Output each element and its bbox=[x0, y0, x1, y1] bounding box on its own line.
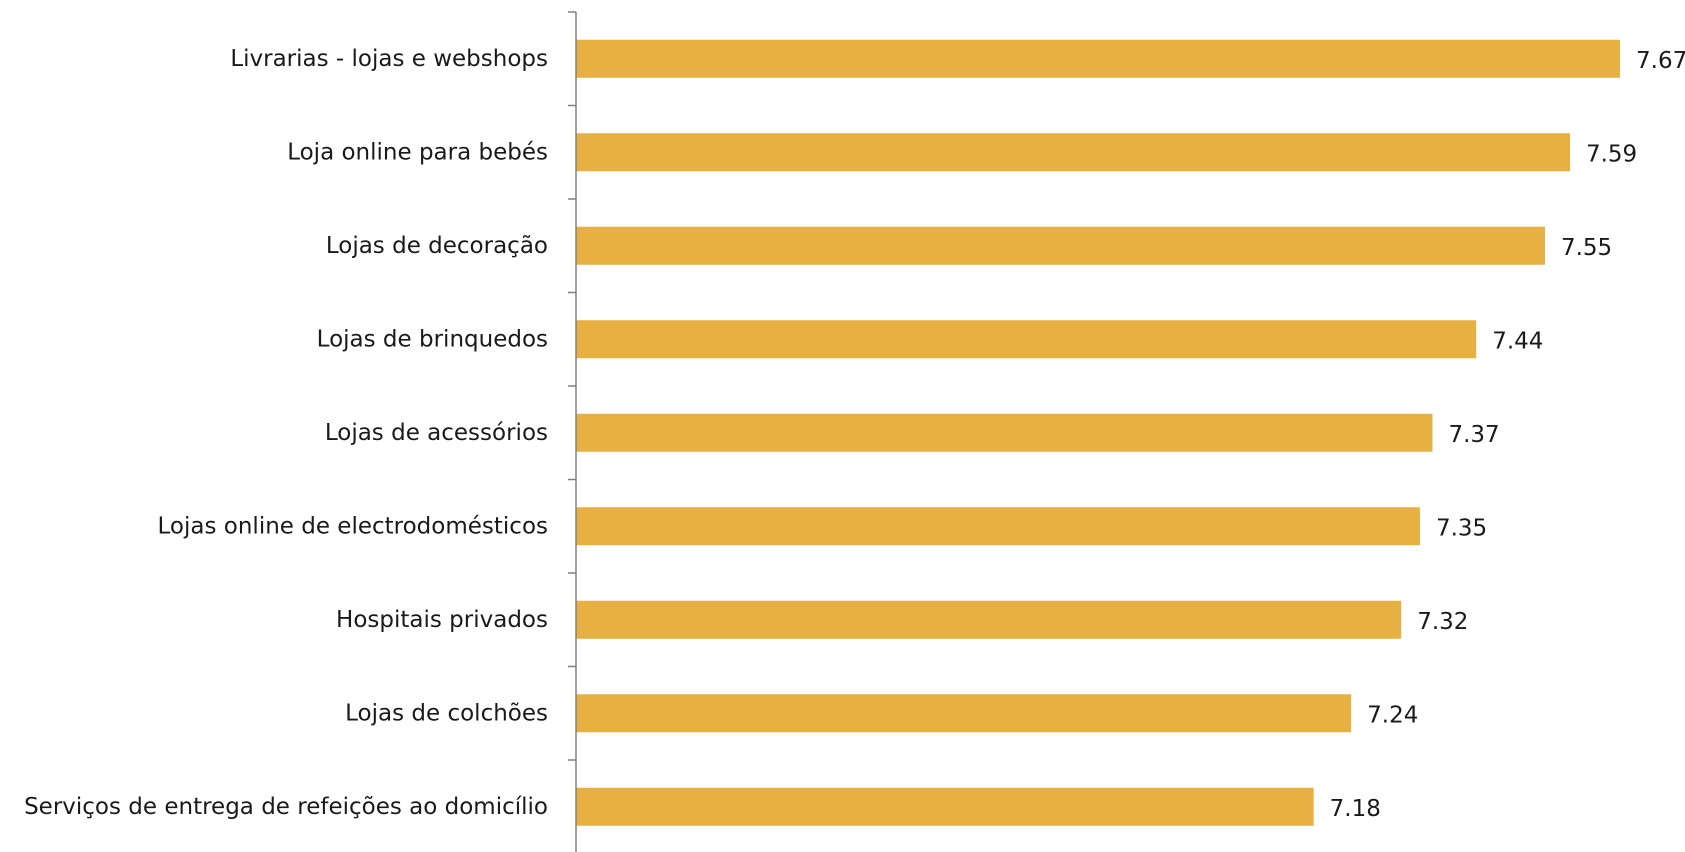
value-label: 7.35 bbox=[1436, 515, 1487, 541]
category-label: Loja online para bebés bbox=[287, 139, 548, 165]
bar bbox=[576, 507, 1420, 546]
bar bbox=[576, 320, 1477, 359]
value-label: 7.44 bbox=[1492, 328, 1543, 354]
category-label: Lojas de acessórios bbox=[325, 420, 548, 446]
value-label: 7.59 bbox=[1586, 141, 1637, 167]
category-label: Serviços de entrega de refeições ao domi… bbox=[24, 794, 548, 820]
bar bbox=[576, 600, 1402, 639]
bar bbox=[576, 413, 1433, 452]
category-labels: Livrarias - lojas e webshops Loja online … bbox=[24, 46, 548, 820]
value-label: 7.32 bbox=[1417, 609, 1468, 635]
category-axis bbox=[568, 11, 577, 852]
value-label: 7.67 bbox=[1636, 48, 1685, 74]
bar bbox=[576, 226, 1545, 265]
bars-group bbox=[576, 39, 1620, 826]
category-label: Livrarias - lojas e webshops bbox=[230, 46, 548, 72]
value-label: 7.55 bbox=[1561, 235, 1612, 261]
category-label: Lojas de decoração bbox=[326, 233, 548, 259]
value-label: 7.18 bbox=[1330, 796, 1381, 822]
category-label: Hospitais privados bbox=[336, 607, 548, 633]
category-label: Lojas online de electrodomésticos bbox=[158, 513, 548, 539]
bar bbox=[576, 39, 1620, 78]
value-labels: 7.67 7.59 7.55 7.44 7.37 7.35 7.32 7.24 7.18 bbox=[1330, 48, 1685, 822]
bar bbox=[576, 133, 1570, 172]
bar bbox=[576, 787, 1314, 826]
value-label: 7.24 bbox=[1367, 702, 1418, 728]
bar bbox=[576, 694, 1352, 733]
value-label: 7.37 bbox=[1448, 422, 1499, 448]
category-label: Lojas de colchões bbox=[345, 700, 548, 726]
category-label: Lojas de brinquedos bbox=[317, 326, 548, 352]
